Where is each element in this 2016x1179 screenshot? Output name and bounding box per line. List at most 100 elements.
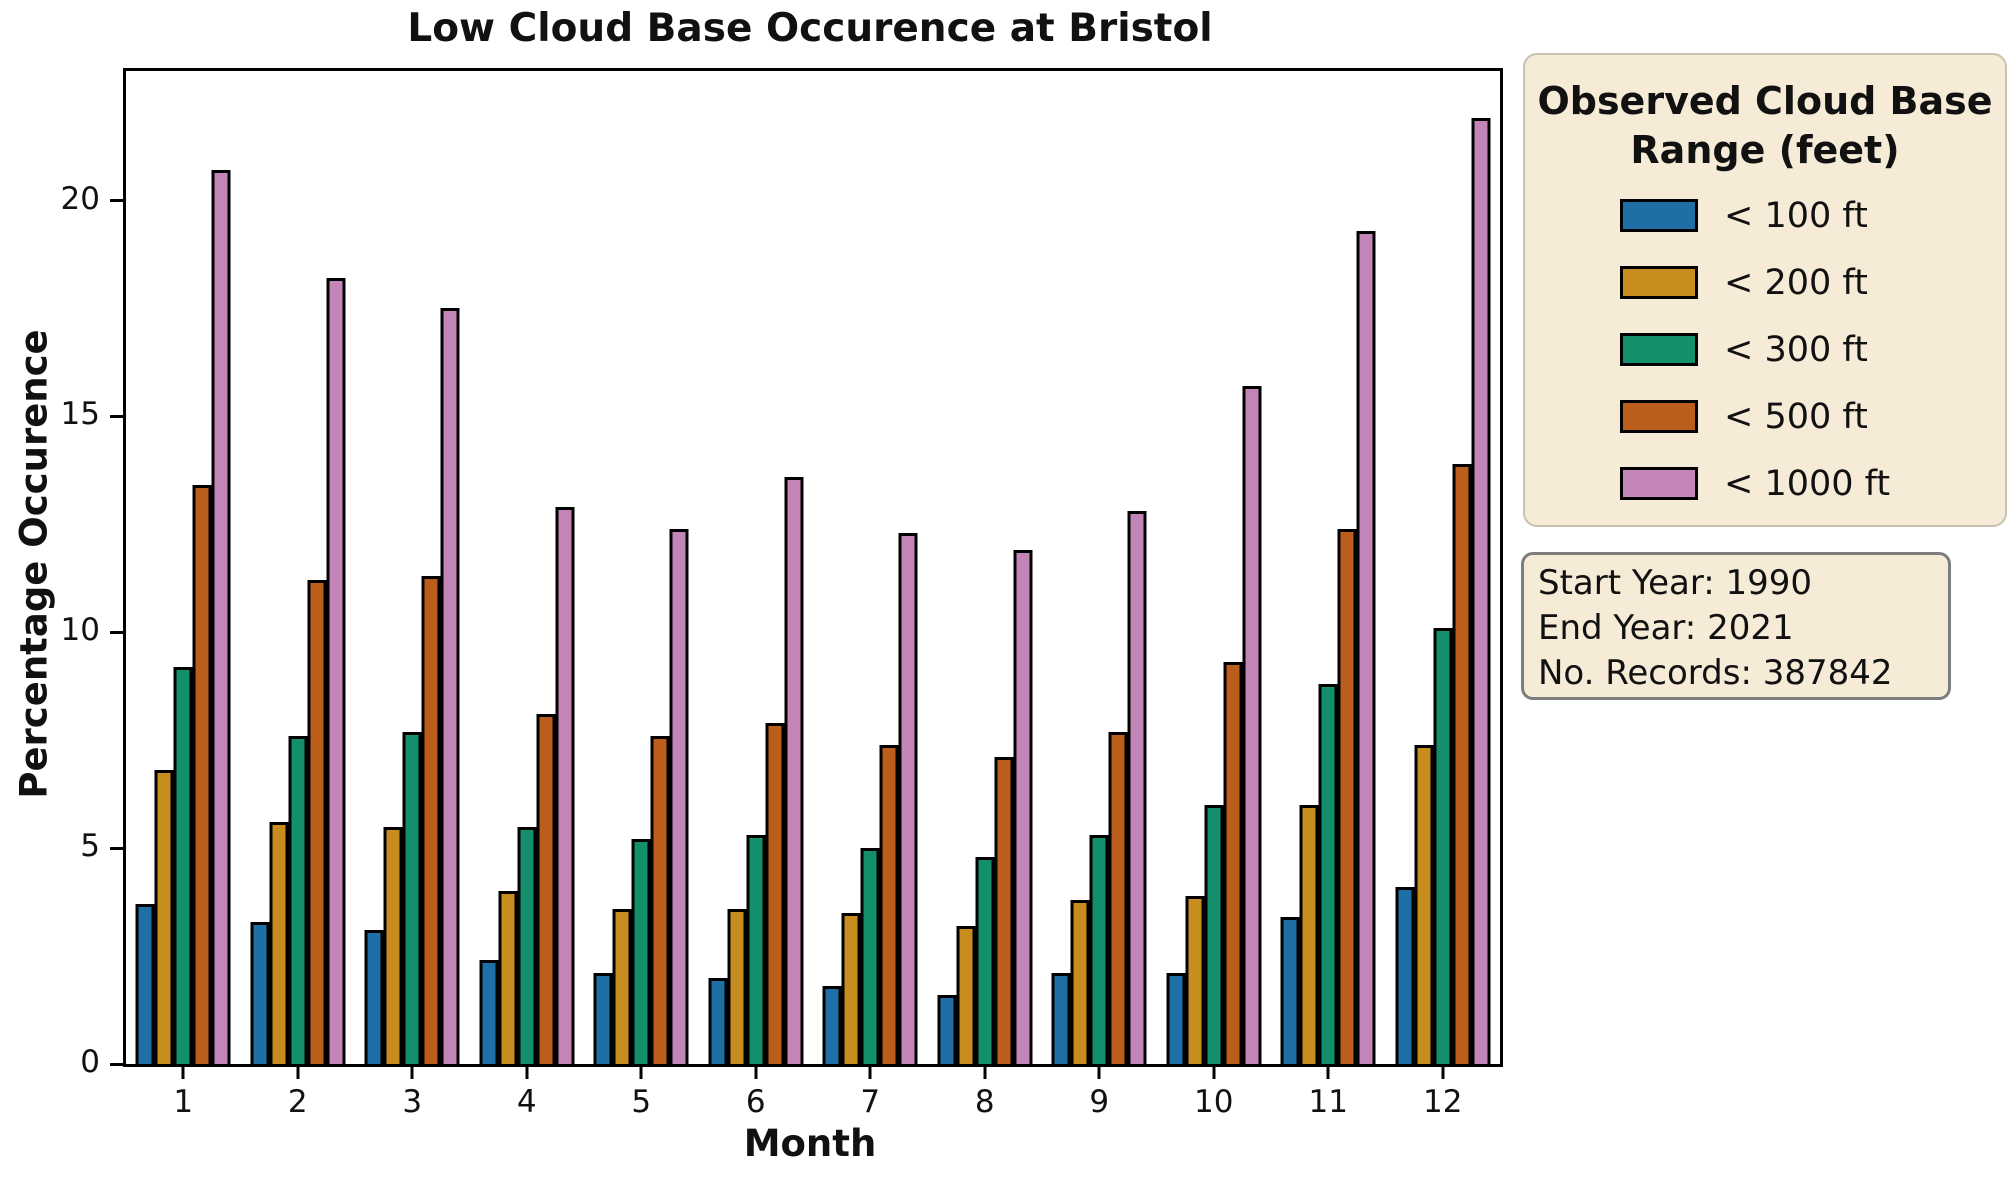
info-line-records: No. Records: 387842 <box>1538 652 1893 693</box>
bar <box>1089 835 1109 1064</box>
x-tick-label: 2 <box>287 1084 308 1120</box>
legend-box: Observed Cloud Base Range (feet) < 100 f… <box>1523 53 2007 527</box>
x-tick <box>754 1067 758 1079</box>
y-tick <box>110 414 123 418</box>
bar <box>154 770 174 1064</box>
legend-entry-label: < 1000 ft <box>1724 463 1891 504</box>
x-tick <box>525 1067 529 1079</box>
info-box: Start Year: 1990 End Year: 2021 No. Reco… <box>1521 552 1951 700</box>
bar <box>746 835 766 1064</box>
bar <box>1013 550 1033 1064</box>
x-tick-label: 12 <box>1423 1084 1463 1120</box>
y-tick <box>110 1062 123 1066</box>
y-tick <box>110 630 123 634</box>
month-column: 10 <box>1157 71 1272 1120</box>
bar <box>1108 732 1128 1064</box>
x-tick-label: 4 <box>516 1084 537 1120</box>
x-tick <box>296 1067 300 1079</box>
info-line-start-year: Start Year: 1990 <box>1538 563 1813 603</box>
bar <box>727 909 747 1064</box>
x-tick <box>983 1067 987 1079</box>
x-tick <box>1097 1067 1101 1079</box>
y-tick-label: 0 <box>80 1044 100 1080</box>
bar-group <box>593 529 689 1064</box>
bar <box>975 857 995 1064</box>
x-tick-label: 7 <box>860 1084 881 1120</box>
bar-group <box>364 308 460 1064</box>
legend-entries: < 100 ft < 200 ft < 300 ft < 500 ft < 1000 f… <box>1525 196 2005 504</box>
month-column: 2 <box>241 71 356 1120</box>
x-tick-label: 10 <box>1194 1084 1234 1120</box>
y-tick-label: 10 <box>60 612 100 649</box>
bar <box>536 714 556 1064</box>
legend-entry: < 300 ft <box>1620 330 2005 370</box>
bar <box>1414 745 1434 1064</box>
legend-entry: < 500 ft <box>1620 397 2005 437</box>
bar <box>498 891 518 1064</box>
month-column: 3 <box>355 71 470 1120</box>
bar <box>1051 973 1071 1064</box>
bar-group <box>135 170 231 1064</box>
bar <box>326 278 346 1064</box>
bar <box>1223 662 1243 1064</box>
bar <box>994 757 1014 1064</box>
legend-entry-label: < 100 ft <box>1724 195 1868 236</box>
info-line-end-year: End Year: 2021 <box>1538 607 1794 648</box>
bar-group <box>822 533 918 1064</box>
bar <box>765 723 785 1064</box>
month-column: 9 <box>1042 71 1157 1120</box>
x-tick <box>1212 1067 1216 1079</box>
bar <box>612 909 632 1064</box>
bar-group <box>1051 511 1147 1064</box>
bar <box>822 986 842 1064</box>
bar <box>1356 231 1376 1064</box>
y-tick <box>110 846 123 850</box>
bar <box>1166 973 1186 1064</box>
month-column: 4 <box>470 71 585 1120</box>
x-tick <box>1441 1067 1445 1079</box>
legend-swatch <box>1620 467 1698 501</box>
bar <box>173 667 193 1064</box>
bar <box>269 822 289 1064</box>
bar <box>1318 684 1338 1064</box>
x-tick-label: 6 <box>745 1084 766 1120</box>
bar <box>364 930 384 1064</box>
bar-group <box>479 507 575 1064</box>
y-tick-label: 20 <box>60 180 100 217</box>
legend-entry-label: < 500 ft <box>1724 396 1868 437</box>
y-axis-label: Percentage Occurence <box>12 329 56 799</box>
bar <box>383 827 403 1064</box>
bar <box>898 533 918 1064</box>
bar <box>288 736 308 1064</box>
y-tick <box>110 199 123 203</box>
bar <box>1452 464 1472 1064</box>
bar <box>421 576 441 1064</box>
bar <box>479 960 499 1064</box>
x-tick-label: 1 <box>173 1084 194 1120</box>
bar <box>650 736 670 1064</box>
x-tick-label: 3 <box>402 1084 423 1120</box>
bar-group <box>1280 231 1376 1064</box>
month-column: 5 <box>584 71 699 1120</box>
bar <box>937 995 957 1064</box>
bar-group <box>250 278 346 1064</box>
bar <box>784 477 804 1064</box>
x-tick <box>181 1067 185 1079</box>
x-tick <box>868 1067 872 1079</box>
bar <box>879 745 899 1064</box>
bar-group <box>1166 386 1262 1064</box>
bar <box>1337 529 1357 1064</box>
legend-entry: < 200 ft <box>1620 263 2005 303</box>
x-tick-label: 9 <box>1089 1084 1110 1120</box>
bar <box>1433 628 1453 1064</box>
bar-group <box>708 477 804 1064</box>
legend-swatch <box>1620 266 1698 300</box>
bar <box>1204 805 1224 1064</box>
legend-entry: < 1000 ft <box>1620 464 2005 504</box>
bar <box>631 839 651 1064</box>
bar <box>1280 917 1300 1064</box>
legend-title: Observed Cloud Base Range (feet) <box>1537 79 1993 173</box>
legend-swatch <box>1620 400 1698 434</box>
bar <box>135 904 155 1064</box>
